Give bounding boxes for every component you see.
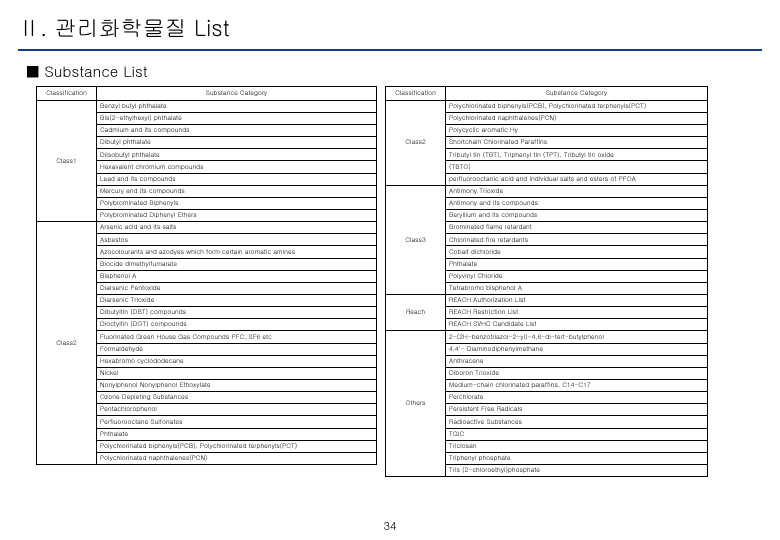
cell: Diarsenic Pentoxide xyxy=(97,282,377,294)
cell: Polybrominated Diphenyl Ethers xyxy=(97,210,377,222)
cell: Persistent Free Radicals xyxy=(446,404,708,416)
cell: Polychlorinated naphthalenes(PCN) xyxy=(97,452,377,464)
cell: Dioctyltin (DOT) compounds xyxy=(97,319,377,331)
cell: Cobalt dichloride xyxy=(446,246,708,258)
right-table: Classification Substance Category Class2… xyxy=(385,86,708,477)
reach-cell: Reach xyxy=(386,295,446,331)
cell: Triphenyl phosphate xyxy=(446,452,708,464)
class1-cell: Class1 xyxy=(37,100,97,221)
class3-cell: Class3 xyxy=(386,185,446,294)
page-title: Ⅱ. 관리화학물질 List xyxy=(18,12,762,51)
class2-cell: Class2 xyxy=(37,222,97,465)
cell: Phthalate xyxy=(446,258,708,270)
cell: REACH Restriction List xyxy=(446,307,708,319)
cell: Nonylphenol Nonylphenol Ethoxylate xyxy=(97,380,377,392)
cell: Radioactive Substances xyxy=(446,416,708,428)
cell: Mercury and its compounds xyxy=(97,185,377,197)
cell: Benzyl butyl phthalate xyxy=(97,100,377,112)
cell: Biocide dimethylfumarate xyxy=(97,258,377,270)
cell: Chlorinated fire retardants xyxy=(446,234,708,246)
cell: 2-(2H-benzotriazol-2-yl)-4,6-di-tert-but… xyxy=(446,331,708,343)
cell: Triclosan xyxy=(446,440,708,452)
cell: Polychlorinated biphenyls(PCB), Polychlo… xyxy=(97,440,377,452)
cell: Diisobutyl phthalate xyxy=(97,149,377,161)
th-cat: Substance Category xyxy=(446,87,708,101)
cell: Dibutyl phthalate xyxy=(97,137,377,149)
cell: Lead and its compounds xyxy=(97,173,377,185)
cell: Polyvinyl Chloride xyxy=(446,270,708,282)
cell: Perchlorate xyxy=(446,392,708,404)
cell: Medium-chain chlorinated paraffins, C14-… xyxy=(446,380,708,392)
cell: Arsenic acid and its salts xyxy=(97,222,377,234)
cell: Dibutyltin (DBT) compounds xyxy=(97,307,377,319)
cell: Hexabromo cyclododecane xyxy=(97,355,377,367)
th-cat: Substance Category xyxy=(97,87,377,101)
cell: Antimony Trioxide xyxy=(446,185,708,197)
cell: Polychlorinated naphthalenes(PCN) xyxy=(446,112,708,124)
cell: Polycyclic aromatic Hy xyxy=(446,125,708,137)
cell: Tris (2-chloroethyl)phosphate xyxy=(446,464,708,476)
section-title: Substance List xyxy=(26,61,762,82)
left-table: Classification Substance Category Class1… xyxy=(36,86,377,465)
cell: Bis(2-ethylhexyl) phthalate xyxy=(97,112,377,124)
cell: Tetrabromo bisphenol A xyxy=(446,282,708,294)
cell: Antimony and its compounds xyxy=(446,197,708,209)
cell: Ozone Depleting Substances xyxy=(97,392,377,404)
cell: Bisphenol A xyxy=(97,270,377,282)
cell: Diboron Trioxide xyxy=(446,367,708,379)
cell: Brominated flame retardant xyxy=(446,222,708,234)
cell: 4,4'- Diaminodiphenylmethane xyxy=(446,343,708,355)
page-number: 34 xyxy=(384,519,397,534)
cell: Fluorinated Green House Gas Compounds PF… xyxy=(97,331,377,343)
cell: Formaldehyde xyxy=(97,343,377,355)
cell: Polychlorinated biphenyls(PCB), Polychlo… xyxy=(446,100,708,112)
cell: Tributyl tin (TBT), Triphenyl tin (TPT),… xyxy=(446,149,708,161)
cell: Nickel xyxy=(97,367,377,379)
cell: Asbestos xyxy=(97,234,377,246)
tables-wrap: Classification Substance Category Class1… xyxy=(36,86,762,477)
cell: REACH SVHC Candidate List xyxy=(446,319,708,331)
cell: Diarsenic Trioxide xyxy=(97,295,377,307)
cell: Cadmium and its compounds xyxy=(97,125,377,137)
cell: Shortchain Chlorinated Paraffins xyxy=(446,137,708,149)
th-class: Classification xyxy=(386,87,446,101)
cell: Polybrominated Biphenyls xyxy=(97,197,377,209)
cell: Anthracene xyxy=(446,355,708,367)
cell: REACH Authorization List xyxy=(446,295,708,307)
cell: Hexavalent chromium compounds xyxy=(97,161,377,173)
others-cell: Others xyxy=(386,331,446,477)
cell: Azocolourants and azodyes which form cer… xyxy=(97,246,377,258)
cell: perfluorooctanic acid and individual sal… xyxy=(446,173,708,185)
class2-cell: Class2 xyxy=(386,100,446,185)
cell: (TBTO) xyxy=(446,161,708,173)
cell: Perfluorooctane Sulfonates xyxy=(97,416,377,428)
cell: TGIC xyxy=(446,428,708,440)
cell: Pentachlorophenol xyxy=(97,404,377,416)
cell: Phthalate xyxy=(97,428,377,440)
cell: Beryllium and its compounds xyxy=(446,210,708,222)
th-class: Classification xyxy=(37,87,97,101)
